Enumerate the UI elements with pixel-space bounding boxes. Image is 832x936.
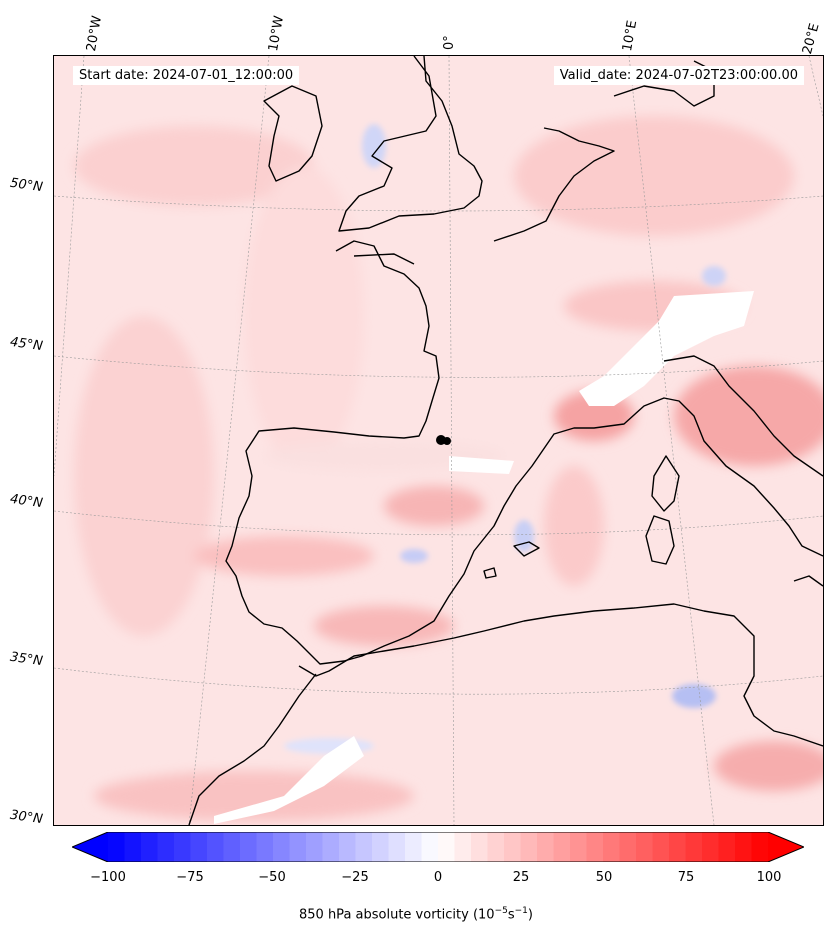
colorbar-segment <box>570 832 587 862</box>
lat-label-40n: 40°N <box>9 491 44 512</box>
colorbar-tick: 75 <box>677 870 695 885</box>
colorbar-segment <box>388 832 406 862</box>
colorbar-segment <box>669 832 686 862</box>
colorbar-tick: −75 <box>176 870 204 885</box>
colorbar-segment <box>355 832 373 862</box>
colorbar-segment <box>289 832 307 862</box>
colorbar-segment <box>306 832 323 862</box>
colorbar-segment <box>735 832 752 862</box>
negative-vorticity-patches <box>284 124 726 754</box>
colorbar-segment <box>718 832 736 862</box>
colorbar-segment <box>487 832 505 862</box>
coastlines <box>188 56 823 825</box>
colorbar-segment <box>223 832 241 862</box>
colorbar-segment <box>438 832 455 862</box>
colorbar-tick: 0 <box>433 870 443 885</box>
colorbar-segment <box>520 832 538 862</box>
colorbar-segment <box>339 832 356 862</box>
colorbar-segment <box>537 832 554 862</box>
lon-label-10w: 10°W <box>266 14 288 53</box>
colorbar-segment <box>636 832 653 862</box>
colorbar-segment <box>619 832 637 862</box>
colorbar-segment <box>454 832 472 862</box>
lon-label-0: 0° <box>442 35 457 50</box>
colorbar-segment <box>124 832 142 862</box>
colorbar-segment <box>504 832 521 862</box>
colorbar-tick: −25 <box>341 870 369 885</box>
colorbar-tick: −100 <box>90 870 126 885</box>
colorbar-segment <box>553 832 571 862</box>
start-date-label: Start date: 2024-07-01_12:00:00 <box>73 66 300 85</box>
colorbar-segment <box>586 832 604 862</box>
colorbar-segment <box>322 832 340 862</box>
lat-label-50n: 50°N <box>9 175 44 196</box>
colorbar-segment <box>405 832 422 862</box>
lat-label-30n: 30°N <box>9 807 44 828</box>
colorbar-segment <box>273 832 290 862</box>
colorbar-segment <box>256 832 274 862</box>
colorbar <box>72 832 804 862</box>
colorbar-segment <box>685 832 703 862</box>
colorbar-tick: 25 <box>512 870 530 885</box>
lon-label-10e: 10°E <box>620 19 641 53</box>
colorbar-segment <box>207 832 224 862</box>
colorbar-segment <box>372 832 389 862</box>
colorbar-segment <box>174 832 191 862</box>
colorbar-segment <box>751 832 769 862</box>
colorbar-segment <box>108 832 125 862</box>
colorbar-tick: 50 <box>595 870 613 885</box>
colorbar-extend-max <box>768 832 804 862</box>
colorbar-segment <box>603 832 620 862</box>
vorticity-map <box>54 56 823 825</box>
colorbar-segment <box>471 832 488 862</box>
colorbar-segment <box>157 832 175 862</box>
colorbar-segment <box>240 832 257 862</box>
colorbar-tick: 100 <box>756 870 782 885</box>
masked-terrain <box>214 291 754 824</box>
valid-date-label: Valid_date: 2024-07-02T23:00:00.00 <box>553 66 804 85</box>
map-panel <box>53 55 824 826</box>
colorbar-segment <box>652 832 670 862</box>
colorbar-extend-min <box>72 832 108 862</box>
colorbar-segment <box>141 832 158 862</box>
colorbar-segment <box>190 832 208 862</box>
lat-label-35n: 35°N <box>9 649 44 670</box>
colorbar-label: 850 hPa absolute vorticity (10−5s−1) <box>299 906 533 923</box>
lon-label-20w: 20°W <box>84 14 106 53</box>
colorbar-segment <box>421 832 439 862</box>
lat-label-45n: 45°N <box>9 334 44 355</box>
colorbar-segment <box>702 832 719 862</box>
colorbar-tick: −50 <box>258 870 286 885</box>
lon-label-20e: 20°E <box>800 21 823 56</box>
